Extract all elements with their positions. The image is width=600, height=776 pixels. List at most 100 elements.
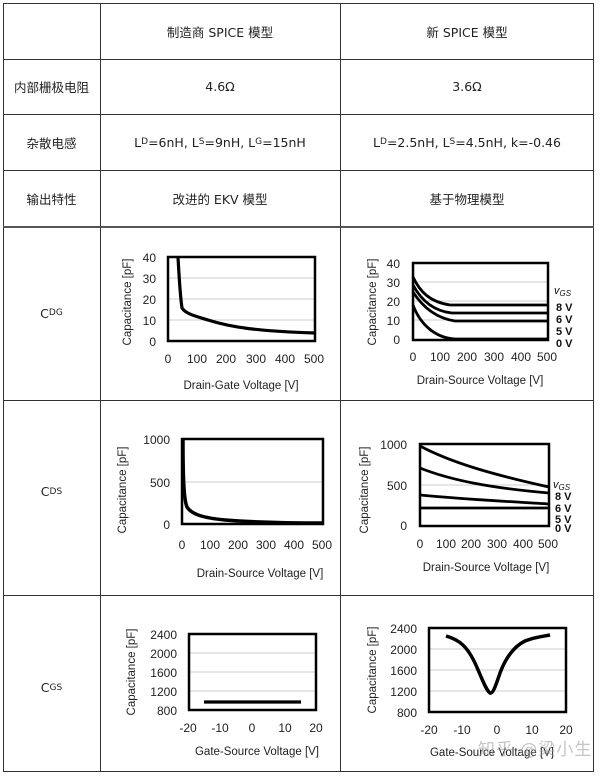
row-divider [3, 170, 594, 171]
y-ticks: 40 30 20 10 0 [387, 257, 401, 347]
svg-text:2000: 2000 [390, 643, 417, 657]
svg-text:0: 0 [393, 333, 400, 347]
svg-text:20: 20 [387, 295, 401, 309]
svg-text:100: 100 [187, 352, 207, 366]
svg-text:10: 10 [525, 723, 539, 737]
x-ticks: 0 100 200 300 400 500 [410, 350, 558, 364]
ld-sub: D [380, 137, 387, 147]
cgs-curve [445, 633, 551, 695]
lg-value: =15nH [262, 134, 306, 150]
row-divider [3, 114, 594, 115]
svg-text:20: 20 [559, 723, 573, 737]
lg-prefix: L [248, 134, 256, 150]
svg-text:100: 100 [430, 350, 450, 364]
svg-text:500: 500 [150, 476, 170, 490]
x-axis-label: Gate-Source Voltage [V] [430, 747, 554, 759]
svg-text:5 V: 5 V [556, 326, 573, 338]
svg-text:200: 200 [457, 350, 477, 364]
ls-sub: S [198, 137, 205, 147]
y-axis-label: Capacitance [pF] [117, 447, 129, 534]
x-axis-label: Drain-Source Voltage [V] [197, 568, 324, 580]
chart-cgs-new: 2400 2000 1600 1200 800 -20 -10 0 10 20 … [367, 622, 573, 759]
svg-text:10: 10 [143, 314, 157, 328]
series-5v [411, 291, 548, 323]
row-label-cds: C DS [40, 484, 63, 499]
plot-frame [418, 442, 551, 528]
gate-resistance-manufacturer: 4.6Ω [205, 79, 235, 94]
x-axis-label: Gate-Source Voltage [V] [195, 746, 319, 758]
ld-value: =6nH, [148, 134, 192, 150]
legend-title: vGS [553, 479, 571, 492]
svg-text:0 V: 0 V [556, 338, 573, 350]
chart-cds-new: 1000 500 0 0 100 200 300 400 500 vGS 8 V… [359, 438, 572, 574]
svg-text:1600: 1600 [150, 666, 177, 680]
svg-text:1600: 1600 [390, 664, 417, 678]
ls-value: =9nH, [204, 134, 249, 150]
row-label-cdg: C DG [40, 305, 63, 321]
x-axis-label: Drain-Source Voltage [V] [423, 562, 550, 574]
svg-text:1200: 1200 [390, 685, 417, 699]
row-label-stray-inductance: 杂散电感 [26, 135, 77, 151]
header-new-model: 新 SPICE 模型 [426, 24, 508, 40]
svg-text:0: 0 [494, 723, 501, 737]
ls-sub: S [449, 137, 456, 147]
series-5v [419, 493, 550, 506]
plot-frame [187, 632, 318, 712]
svg-text:5 V: 5 V [555, 514, 572, 526]
ls-prefix: L [191, 134, 199, 150]
svg-text:0: 0 [179, 538, 186, 552]
svg-text:300: 300 [246, 352, 266, 366]
svg-text:500: 500 [537, 350, 557, 364]
svg-text:1000: 1000 [380, 438, 407, 452]
svg-text:2400: 2400 [390, 622, 417, 636]
svg-text:0: 0 [410, 350, 417, 364]
svg-text:1000: 1000 [143, 433, 170, 447]
svg-text:6 V: 6 V [556, 314, 573, 326]
svg-text:40: 40 [387, 257, 401, 271]
x-ticks: 0 100 200 300 400 500 [179, 538, 333, 552]
svg-text:1200: 1200 [150, 685, 177, 699]
svg-text:10: 10 [278, 721, 292, 735]
y-ticks: 1000 500 0 [143, 433, 170, 532]
svg-text:300: 300 [256, 538, 276, 552]
series [411, 276, 548, 341]
cdg-curve [176, 256, 316, 335]
gate-resistance-new: 3.6Ω [452, 79, 482, 94]
svg-text:500: 500 [304, 352, 324, 366]
svg-text:0: 0 [417, 537, 424, 551]
chart-cdg-manufacturer: 40 30 20 10 0 0 100 200 300 400 500 Drai… [122, 251, 324, 392]
x-ticks: 0 100 200 300 400 500 [417, 537, 559, 551]
output-manufacturer: 改进的 EKV 模型 [172, 191, 268, 207]
stray-inductance-manufacturer: L D =6nH, L S =9nH, L G =15nH [100, 114, 340, 170]
chart-cds-manufacturer: 1000 500 0 0 100 200 300 400 500 Drain-S… [117, 433, 333, 580]
series-6v [419, 466, 550, 495]
series-0v [411, 304, 548, 341]
svg-text:200: 200 [228, 538, 248, 552]
gridlines [168, 277, 315, 321]
svg-text:30: 30 [143, 272, 157, 286]
svg-text:-10: -10 [453, 723, 471, 737]
y-ticks: 2400 2000 1600 1200 800 [390, 622, 417, 720]
svg-text:0: 0 [400, 519, 407, 533]
y-ticks: 1000 500 0 [380, 438, 407, 533]
y-ticks: 2400 2000 1600 1200 800 [150, 628, 177, 718]
y-axis-label: Capacitance [pF] [367, 627, 379, 714]
row-label-cgs: C GS [40, 680, 63, 695]
svg-text:400: 400 [275, 352, 295, 366]
y-axis-label: Capacitance [pF] [126, 629, 138, 716]
column-divider [340, 3, 341, 772]
series [419, 444, 550, 510]
svg-text:6 V: 6 V [555, 503, 572, 515]
svg-text:800: 800 [397, 706, 417, 720]
series-8v [419, 444, 550, 489]
comparison-table [3, 3, 594, 772]
row-divider [3, 595, 594, 596]
output-new: 基于物理模型 [429, 191, 505, 207]
svg-text:200: 200 [216, 352, 236, 366]
svg-text:0 V: 0 V [555, 523, 572, 535]
header-manufacturer-model: 制造商 SPICE 模型 [166, 24, 274, 40]
chart-cgs-manufacturer: 2400 2000 1600 1200 800 -20 -10 0 10 20 … [126, 628, 323, 758]
svg-text:400: 400 [284, 538, 304, 552]
legend: vGS 8 V 6 V 5 V 0 V [553, 479, 572, 535]
y-ticks: 40 30 20 10 0 [143, 251, 157, 349]
